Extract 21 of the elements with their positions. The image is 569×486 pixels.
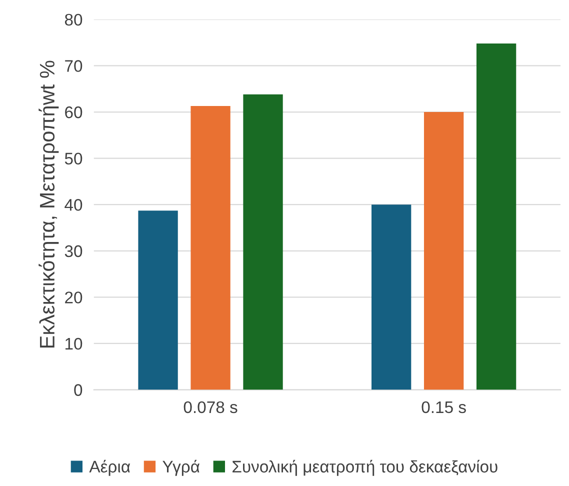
y-tick-label: 20 (65, 292, 82, 304)
legend-label: Αέρια (89, 460, 130, 476)
y-tick-label: 60 (65, 106, 82, 118)
y-axis-title: Εκλεκτικότητα, Μετατροπήwt % (38, 60, 59, 348)
bar (138, 210, 178, 390)
y-tick-label: 80 (64, 14, 82, 26)
legend-label: Υγρά (162, 460, 200, 476)
y-tick-label: 70 (65, 60, 82, 72)
x-tick-label: 0.078 s (184, 401, 238, 414)
bar (424, 112, 464, 390)
bar (190, 106, 230, 390)
y-tick-label: 50 (64, 152, 82, 165)
bar (243, 94, 283, 390)
y-tick-label: 30 (64, 245, 82, 258)
bar (476, 44, 516, 390)
legend-label: Συνολική μεατροπή του δεκαεξανίου (232, 460, 498, 476)
y-tick-label: 0 (74, 384, 82, 396)
bar (372, 204, 412, 390)
y-tick-label: 10 (66, 338, 82, 350)
x-tick-label: 0.15 s (422, 401, 466, 414)
y-tick-label: 40 (64, 199, 82, 211)
